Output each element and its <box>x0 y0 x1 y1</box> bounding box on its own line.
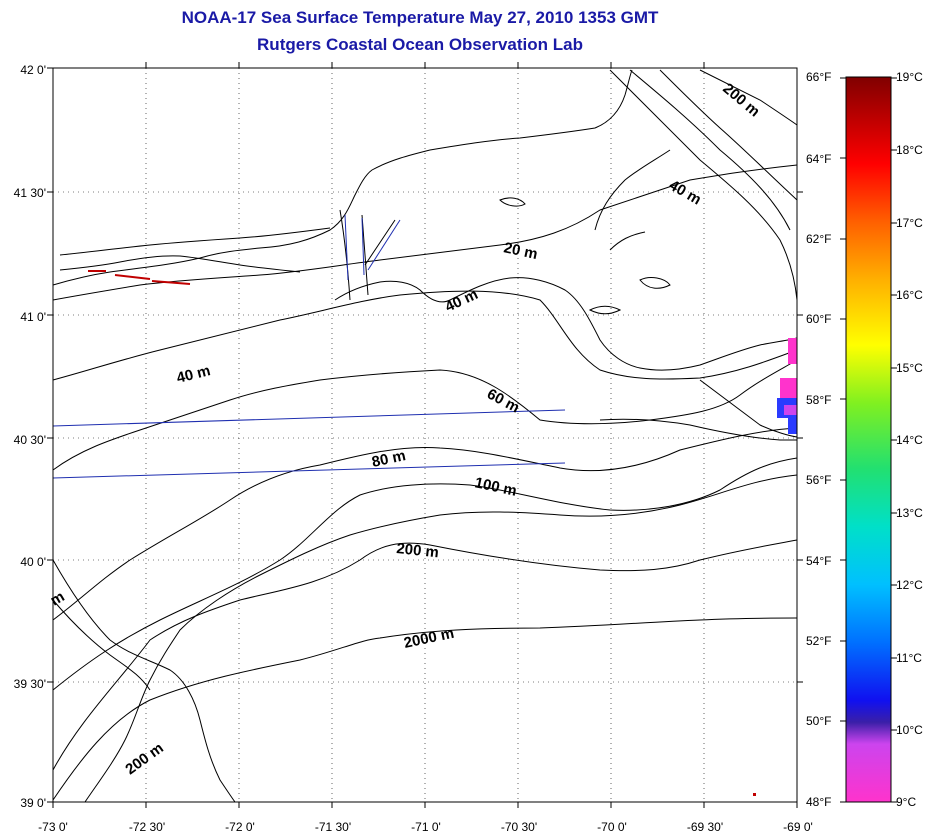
colorbar-c-label: 10°C <box>896 723 923 737</box>
colorbar-c-label: 17°C <box>896 216 923 230</box>
axis-ticks <box>47 62 803 808</box>
colorbar-c-label: 14°C <box>896 433 923 447</box>
colorbar-c-label: 15°C <box>896 361 923 375</box>
lon-label: -73 0' <box>38 820 68 834</box>
colorbar-f-label: 56°F <box>806 473 832 487</box>
satellite-track-lines <box>52 214 566 479</box>
colorbar-f-label: 54°F <box>806 554 832 568</box>
colorbar-c-label: 13°C <box>896 506 923 520</box>
warm-pixel <box>753 793 756 796</box>
lon-label: -70 0' <box>597 820 627 834</box>
lat-lon-grid <box>53 68 797 802</box>
lon-label: -69 0' <box>783 820 813 834</box>
colorbar-f-label: 52°F <box>806 634 832 648</box>
colorbar-f-label: 64°F <box>806 152 832 166</box>
lat-label: 39 30' <box>13 677 46 691</box>
colorbar-f-label: 50°F <box>806 714 832 728</box>
sst-data-patch <box>777 338 797 434</box>
bathymetry-contours <box>52 69 798 803</box>
contour-label-40m-center: 40 m <box>443 286 481 316</box>
lat-label: 41 30' <box>13 186 46 200</box>
map-title: NOAA-17 Sea Surface Temperature May 27, … <box>181 8 659 27</box>
lat-label: 41 0' <box>20 310 46 324</box>
contour-label-200m-sw: 200 m <box>122 739 166 778</box>
lat-label: 42 0' <box>20 63 46 77</box>
colorbar-f-label: 48°F <box>806 795 832 809</box>
warm-coastal-pixels <box>88 270 191 285</box>
colorbar-c-label: 9°C <box>896 795 917 809</box>
contour-label-2000m: 2000 m <box>402 625 455 652</box>
colorbar-f-label: 58°F <box>806 393 832 407</box>
lat-label: 39 0' <box>20 796 46 810</box>
lon-label: -70 30' <box>500 820 538 834</box>
lon-label: -72 30' <box>128 820 166 834</box>
lat-label: 40 30' <box>13 433 46 447</box>
colorbar-ticks <box>840 77 897 803</box>
colorbar-c-label: 11°C <box>896 651 922 665</box>
colorbar-c-label: 12°C <box>896 578 923 592</box>
contour-label-80m: 80 m <box>370 447 407 471</box>
sst-colorbar <box>845 76 892 803</box>
contour-label-40m-west: 40 m <box>175 362 212 387</box>
lon-label: -71 30' <box>314 820 352 834</box>
lon-label: -71 0' <box>411 820 441 834</box>
lat-label: 40 0' <box>20 555 46 569</box>
contour-label-200m-top: 200 m <box>719 80 763 120</box>
lon-label: -72 0' <box>225 820 255 834</box>
contour-label-200m-mid: 200 m <box>396 540 440 561</box>
map-subtitle: Rutgers Coastal Ocean Observation Lab <box>257 35 583 54</box>
colorbar-c-label: 16°C <box>896 288 923 302</box>
contour-label-edge: m <box>48 588 68 609</box>
colorbar-f-label: 62°F <box>806 232 832 246</box>
lon-label: -69 30' <box>686 820 724 834</box>
colorbar-c-label: 19°C <box>896 70 923 84</box>
contour-labels: 200 m 40 m 20 m 40 m 40 m 60 m 80 m 100 … <box>48 80 763 778</box>
colorbar-f-label: 60°F <box>806 312 832 326</box>
colorbar-f-label: 66°F <box>806 70 832 84</box>
colorbar-c-label: 18°C <box>896 143 923 157</box>
contour-label-20m: 20 m <box>502 239 539 263</box>
contour-label-100m: 100 m <box>473 474 518 499</box>
